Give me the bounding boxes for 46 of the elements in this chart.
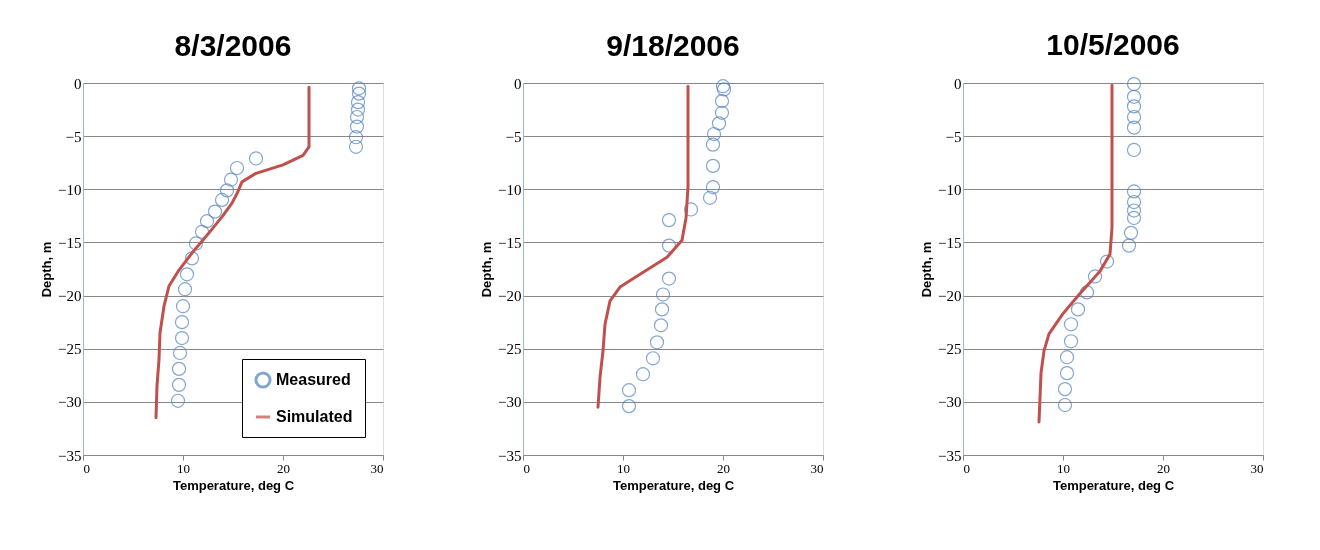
y-tick-label: −15: [498, 234, 522, 251]
y-tick-label: 0: [954, 75, 962, 92]
y-tick-label: −10: [58, 181, 82, 198]
x-axis-title: Temperature, deg C: [1052, 477, 1175, 493]
line-series: [1037, 83, 1114, 424]
y-axis-title: Depth, m: [919, 241, 935, 298]
chart-title: 8/3/2006: [174, 29, 292, 62]
y-tick-label: −30: [938, 394, 962, 411]
y-tick-label: −20: [938, 288, 962, 305]
y-tick-label: −25: [498, 341, 522, 358]
x-axis-title: Temperature, deg C: [612, 477, 735, 493]
x-tick-label: 30: [370, 460, 384, 476]
x-axis-title: Temperature, deg C: [172, 477, 295, 493]
y-tick-label: 0: [74, 75, 82, 92]
y-axis-title: Depth, m: [39, 241, 55, 298]
y-tick-label: −35: [938, 447, 962, 464]
y-tick-label: −25: [938, 341, 962, 358]
y-tick-label: −5: [945, 128, 962, 145]
chart-title: 9/18/2006: [606, 29, 740, 62]
x-tick-label: 20: [277, 460, 290, 476]
y-tick-label: −35: [498, 447, 522, 464]
y-tick-label: 0: [514, 75, 522, 92]
y-tick-label: −5: [65, 128, 82, 145]
x-tick-label: 10: [177, 460, 190, 476]
y-tick-label: −10: [498, 181, 522, 198]
y-tick-label: −35: [58, 447, 82, 464]
y-tick-label: −15: [58, 234, 82, 251]
x-tick-label: 30: [1250, 460, 1264, 476]
legend-label: Measured: [276, 371, 351, 388]
y-tick-label: −30: [498, 394, 522, 411]
legend-label: Simulated: [276, 408, 353, 425]
y-tick-label: −15: [938, 234, 962, 251]
x-tick-label: 30: [810, 460, 824, 476]
line-series: [596, 84, 690, 409]
y-tick-label: −20: [58, 288, 82, 305]
x-tick-label: 20: [1157, 460, 1170, 476]
y-tick-label: −30: [58, 394, 82, 411]
y-tick-label: −10: [938, 181, 962, 198]
x-tick-label: 20: [717, 460, 730, 476]
x-tick-label: 10: [617, 460, 630, 476]
y-tick-label: −5: [505, 128, 522, 145]
y-tick-label: −25: [58, 341, 82, 358]
chart-title: 10/5/2006: [1046, 28, 1180, 62]
y-axis-title: Depth, m: [479, 241, 495, 298]
x-tick-label: 10: [1057, 460, 1070, 476]
y-tick-label: −20: [498, 288, 522, 305]
